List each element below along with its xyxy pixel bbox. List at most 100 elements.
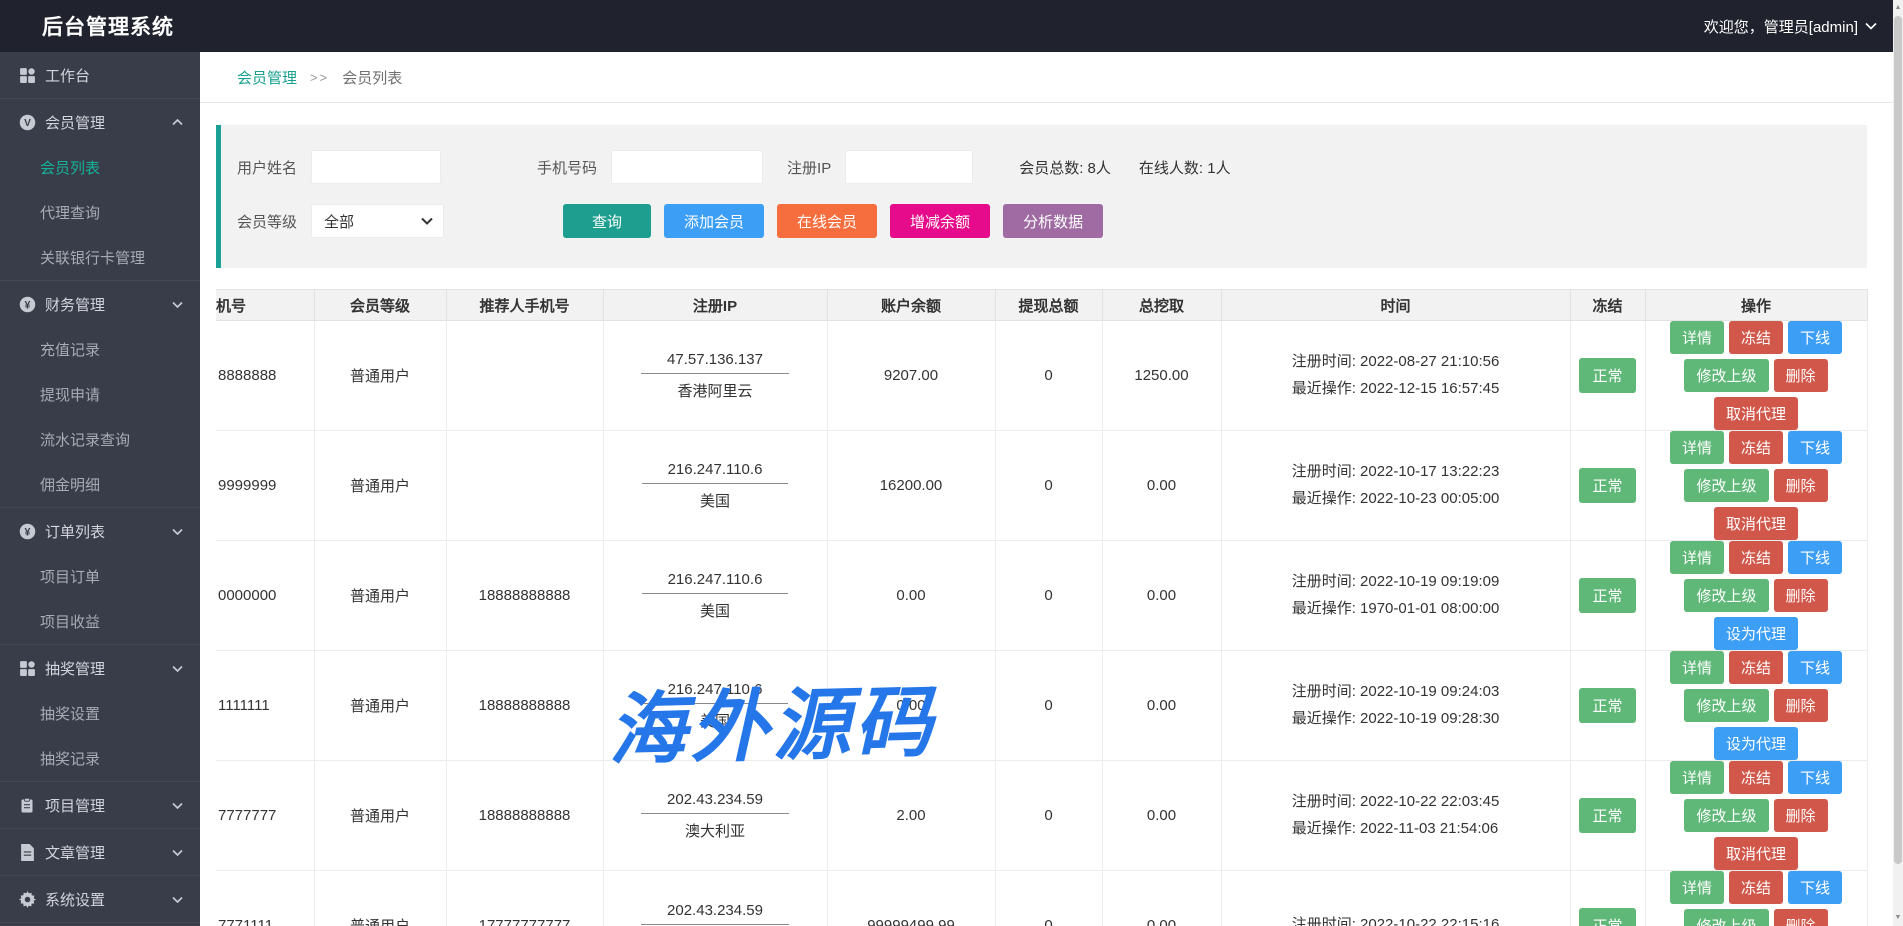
- register-ip-input[interactable]: [845, 150, 974, 184]
- sidebar-subitem[interactable]: 项目收益: [40, 614, 101, 631]
- online-members-button[interactable]: 在线会员: [777, 204, 878, 238]
- cancel-agent-button[interactable]: 取消代理: [1713, 397, 1798, 430]
- query-button[interactable]: 查询: [563, 204, 652, 238]
- cell-time: 注册时间: 2022-10-22 22:15:16: [1220, 870, 1571, 926]
- ip-region: 香港阿里云: [677, 382, 753, 400]
- sidebar-item-settings[interactable]: 系统设置: [0, 876, 200, 922]
- ip-link[interactable]: 216.247.110.6: [641, 681, 789, 704]
- sidebar-item-lottery[interactable]: 抽奖管理: [0, 645, 200, 691]
- delete-button[interactable]: 删除: [1773, 909, 1828, 926]
- status-badge: 正常: [1579, 908, 1636, 926]
- sidebar-item-workbench[interactable]: 工作台: [0, 52, 200, 98]
- cell-phone: 1111111: [216, 650, 315, 761]
- column-header: 时间: [1220, 289, 1571, 321]
- freeze-button[interactable]: 冻结: [1728, 651, 1783, 684]
- username-input[interactable]: [311, 150, 442, 184]
- cell-balance: 0.00: [826, 540, 996, 651]
- sidebar-item-orders[interactable]: ¥ 订单列表: [0, 508, 200, 554]
- filter-buttons: 查询 添加会员 在线会员 增减余额 分析数据: [563, 204, 1104, 238]
- delete-button[interactable]: 删除: [1773, 689, 1828, 722]
- offline-button[interactable]: 下线: [1788, 651, 1843, 684]
- detail-button[interactable]: 详情: [1669, 871, 1724, 904]
- sidebar-subitem[interactable]: 关联银行卡管理: [40, 250, 146, 267]
- ip-link[interactable]: 216.247.110.6: [641, 571, 789, 594]
- analyze-data-button[interactable]: 分析数据: [1003, 204, 1104, 238]
- edit-parent-button[interactable]: 修改上级: [1684, 469, 1769, 502]
- cell-phone: 7771111: [216, 870, 315, 926]
- offline-button[interactable]: 下线: [1788, 761, 1843, 794]
- ip-link[interactable]: 202.43.234.59: [641, 791, 789, 814]
- detail-button[interactable]: 详情: [1669, 761, 1724, 794]
- user-menu[interactable]: 欢迎您，管理员[admin]: [1704, 16, 1877, 37]
- detail-button[interactable]: 详情: [1669, 321, 1724, 354]
- cell-actions: 详情冻结下线修改上级删除取消代理: [1644, 430, 1868, 541]
- freeze-button[interactable]: 冻结: [1728, 541, 1783, 574]
- offline-button[interactable]: 下线: [1788, 431, 1843, 464]
- add-member-button[interactable]: 添加会员: [664, 204, 765, 238]
- delete-button[interactable]: 删除: [1773, 579, 1828, 612]
- ip-link[interactable]: 202.43.234.59: [641, 902, 789, 925]
- sidebar-item-finance[interactable]: ¥ 财务管理: [0, 281, 200, 327]
- chevron-down-icon: [172, 528, 183, 535]
- scroll-down-icon[interactable]: ▼: [1894, 914, 1902, 921]
- cell-phone: 8888888: [216, 320, 315, 431]
- phone-input[interactable]: [611, 150, 764, 184]
- edit-parent-button[interactable]: 修改上级: [1684, 579, 1769, 612]
- cancel-agent-button[interactable]: 取消代理: [1713, 837, 1798, 870]
- delete-button[interactable]: 删除: [1773, 799, 1828, 832]
- register-time: 注册时间: 2022-08-27 21:10:56: [1291, 353, 1500, 371]
- freeze-button[interactable]: 冻结: [1728, 321, 1783, 354]
- scrollbar-thumb[interactable]: [1894, 16, 1902, 864]
- sidebar-subitem[interactable]: 代理查询: [40, 205, 101, 222]
- last-operate-time: 最近操作: 2022-10-23 00:05:00: [1291, 489, 1500, 507]
- member-level-select[interactable]: 全部: [311, 204, 445, 238]
- edit-parent-button[interactable]: 修改上级: [1684, 359, 1769, 392]
- vertical-scrollbar[interactable]: ▲ ▼: [1893, 0, 1903, 926]
- edit-parent-button[interactable]: 修改上级: [1684, 909, 1769, 926]
- freeze-button[interactable]: 冻结: [1728, 871, 1783, 904]
- sidebar-subitem[interactable]: 佣金明细: [40, 477, 101, 494]
- sidebar-subitem[interactable]: 流水记录查询: [40, 432, 131, 449]
- sidebar-item-article[interactable]: 文章管理: [0, 829, 200, 875]
- sidebar-item-project[interactable]: 项目管理: [0, 782, 200, 828]
- sidebar-item-member[interactable]: V 会员管理: [0, 99, 200, 145]
- cell-level: 普通用户: [313, 650, 447, 761]
- column-header: 注册IP: [602, 289, 828, 321]
- set-agent-button[interactable]: 设为代理: [1713, 617, 1798, 650]
- ip-link[interactable]: 47.57.136.137: [641, 351, 789, 374]
- detail-button[interactable]: 详情: [1669, 651, 1724, 684]
- set-agent-button[interactable]: 设为代理: [1713, 727, 1798, 760]
- breadcrumb-parent-link[interactable]: 会员管理: [237, 69, 298, 87]
- cancel-agent-button[interactable]: 取消代理: [1713, 507, 1798, 540]
- offline-button[interactable]: 下线: [1788, 321, 1843, 354]
- sidebar-subitem[interactable]: 项目订单: [40, 569, 101, 586]
- offline-button[interactable]: 下线: [1788, 541, 1843, 574]
- offline-button[interactable]: 下线: [1788, 871, 1843, 904]
- v-circle-icon: V: [18, 113, 36, 131]
- sidebar-subitem[interactable]: 抽奖设置: [40, 706, 101, 723]
- column-header: 会员等级: [313, 289, 447, 321]
- sidebar-subitem[interactable]: 抽奖记录: [40, 751, 101, 768]
- sidebar-subitem[interactable]: 充值记录: [40, 342, 101, 359]
- sidebar-subitem[interactable]: 会员列表: [40, 160, 101, 177]
- sidebar-group-member: V 会员管理会员列表代理查询关联银行卡管理: [0, 99, 200, 281]
- sidebar-subitem[interactable]: 提现申请: [40, 387, 101, 404]
- cell-register-ip: 216.247.110.6 美国: [602, 430, 828, 541]
- sidebar-group-settings: 系统设置: [0, 876, 200, 923]
- status-badge: 正常: [1579, 688, 1636, 723]
- delete-button[interactable]: 删除: [1773, 469, 1828, 502]
- adjust-balance-button[interactable]: 增减余额: [890, 204, 991, 238]
- edit-parent-button[interactable]: 修改上级: [1684, 799, 1769, 832]
- freeze-button[interactable]: 冻结: [1728, 431, 1783, 464]
- detail-button[interactable]: 详情: [1669, 541, 1724, 574]
- detail-button[interactable]: 详情: [1669, 431, 1724, 464]
- scroll-up-icon[interactable]: ▲: [1894, 4, 1902, 11]
- table-row: 1111111 普通用户 18888888888 216.247.110.6 美国 0.0…: [216, 650, 1868, 761]
- freeze-button[interactable]: 冻结: [1728, 761, 1783, 794]
- column-header: 账户余额: [826, 289, 996, 321]
- edit-parent-button[interactable]: 修改上级: [1684, 689, 1769, 722]
- delete-button[interactable]: 删除: [1773, 359, 1828, 392]
- ip-link[interactable]: 216.247.110.6: [641, 461, 789, 484]
- action-buttons: 详情 冻结 下线 修改上级 删除设为代理: [1656, 541, 1856, 650]
- welcome-text: 欢迎您，管理员[admin]: [1703, 18, 1858, 36]
